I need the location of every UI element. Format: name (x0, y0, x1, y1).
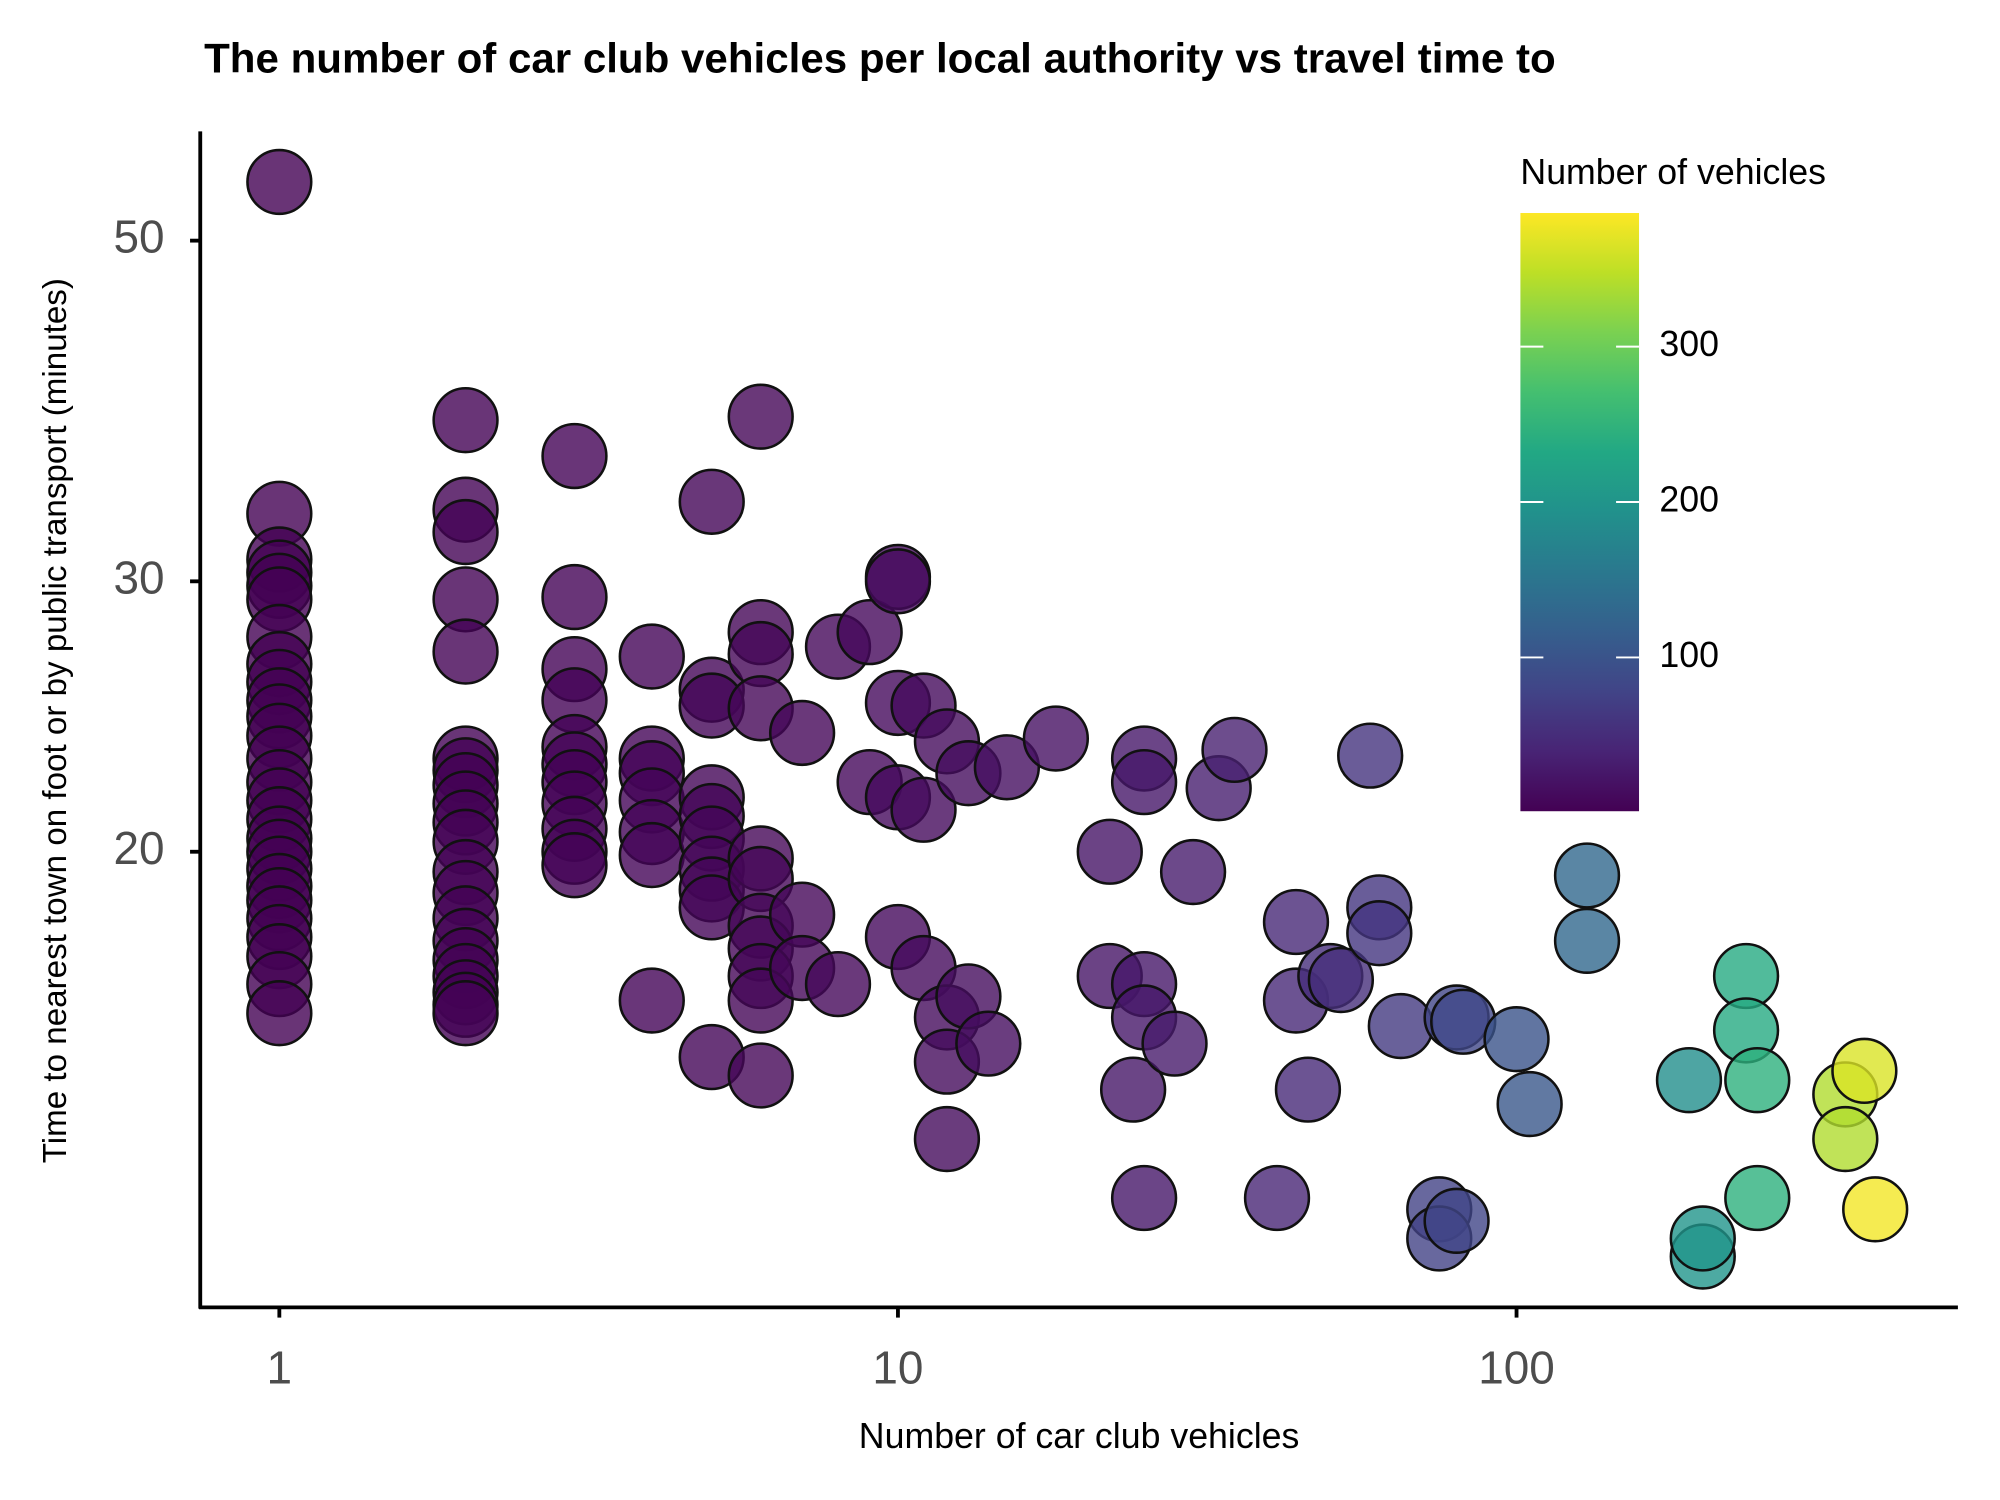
y-axis-label: Time to nearest town on foot or by publi… (37, 278, 74, 1163)
point (432, 980, 499, 1047)
point (246, 980, 313, 1047)
point (1141, 1010, 1208, 1077)
point (1110, 1164, 1178, 1232)
y-tick-label: 50 (113, 211, 164, 263)
point (541, 832, 608, 899)
point (864, 548, 932, 615)
point (1159, 838, 1227, 906)
point (1553, 842, 1621, 909)
colorbar-title: Number of vehicles (1520, 152, 1826, 192)
point (890, 776, 957, 843)
point (1669, 1205, 1736, 1272)
point (1274, 1056, 1342, 1123)
point (973, 734, 1041, 801)
point (1496, 1070, 1563, 1138)
point (1553, 907, 1621, 974)
point (1346, 900, 1413, 967)
chart-title: The number of car club vehicles per loca… (204, 34, 1556, 81)
point (1655, 1047, 1723, 1114)
point (618, 623, 685, 690)
point (1110, 748, 1178, 816)
point (1842, 1176, 1909, 1243)
point (1076, 818, 1143, 885)
point (768, 699, 836, 767)
point (1262, 888, 1330, 956)
point (1337, 722, 1404, 789)
point (1812, 1105, 1879, 1173)
point (432, 498, 499, 566)
point (678, 468, 745, 535)
x-axis-label: Number of car club vehicles (859, 1416, 1300, 1456)
point (1831, 1037, 1898, 1105)
colorbar-tick-label: 200 (1659, 479, 1719, 519)
point (1099, 1056, 1167, 1123)
point (618, 821, 685, 889)
x-tick-label: 100 (1478, 1341, 1555, 1393)
point (432, 618, 499, 685)
point (1423, 1187, 1490, 1254)
point (913, 1105, 981, 1173)
point (246, 148, 313, 216)
point (1307, 946, 1375, 1014)
point (727, 383, 794, 450)
point (1243, 1164, 1311, 1232)
point (836, 598, 903, 666)
point (727, 1042, 794, 1109)
point (1367, 992, 1434, 1060)
colorbar (1520, 213, 1640, 812)
point (1201, 716, 1268, 784)
colorbar-tick-label: 100 (1659, 635, 1719, 675)
point (1022, 705, 1090, 772)
point (955, 1010, 1022, 1077)
point (1483, 1006, 1550, 1073)
y-tick-label: 30 (113, 551, 164, 603)
x-tick-label: 1 (267, 1341, 293, 1393)
point (1724, 1047, 1791, 1114)
x-tick-label: 10 (872, 1341, 923, 1393)
point (804, 950, 872, 1018)
point (618, 967, 685, 1034)
point (541, 422, 608, 490)
point (541, 563, 608, 631)
y-tick-label: 20 (113, 822, 164, 874)
colorbar-tick-label: 300 (1659, 324, 1719, 364)
points (246, 148, 1909, 1290)
point (1724, 1164, 1791, 1232)
point (432, 387, 499, 454)
